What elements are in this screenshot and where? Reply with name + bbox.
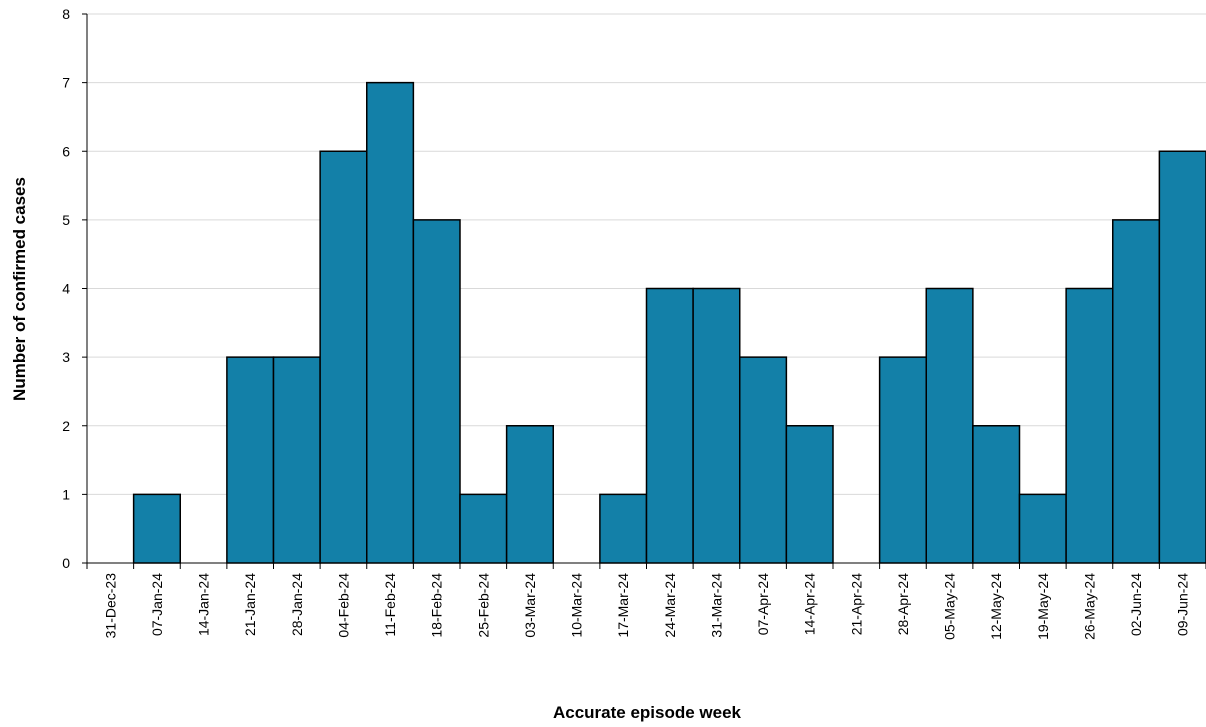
x-tick-label: 24-Mar-24 [662,573,678,638]
x-tick-label: 21-Jan-24 [242,573,258,636]
x-tick-label: 02-Jun-24 [1128,573,1144,636]
x-tick-label: 19-May-24 [1035,573,1051,640]
x-tick-label: 09-Jun-24 [1175,573,1191,636]
x-tick-label: 07-Jan-24 [149,573,165,636]
x-tick-label: 28-Apr-24 [895,573,911,635]
x-tick-label: 18-Feb-24 [429,573,445,638]
x-tick-label: 14-Jan-24 [196,573,212,636]
x-tick-label: 05-May-24 [942,573,958,640]
x-tick-label: 11-Feb-24 [382,573,398,637]
y-tick-label: 7 [62,75,70,91]
bar [925,287,974,564]
bar [366,81,415,564]
bar [645,287,694,564]
x-tick-label: 21-Apr-24 [848,573,864,635]
bar [972,425,1021,564]
x-tick-label: 03-Mar-24 [522,573,538,638]
y-tick-label: 3 [62,349,70,365]
bar [785,425,834,564]
y-tick-label: 6 [62,143,70,159]
bar [505,425,554,564]
y-tick-label: 4 [62,281,70,297]
bar [1158,150,1206,564]
x-tick-label: 14-Apr-24 [802,573,818,635]
bar [1018,493,1067,564]
bar [692,287,741,564]
x-tick-label: 07-Apr-24 [755,573,771,635]
x-tick-label: 10-Mar-24 [569,573,585,638]
y-tick-label: 0 [62,555,70,571]
bars [132,81,1206,564]
x-axis-title: Accurate episode week [553,703,742,722]
y-tick-label: 8 [62,6,70,22]
x-tick-label: 28-Jan-24 [289,573,305,636]
y-tick-label: 1 [62,486,70,502]
bar [132,493,181,564]
bar [1065,287,1114,564]
x-tick-label: 31-Mar-24 [708,573,724,638]
bar [878,356,927,564]
y-tick-label: 2 [62,418,70,434]
bar [459,493,508,564]
x-tick-labels: 31-Dec-23 07-Jan-24 14-Jan-24 21-Jan-24 28-J… [102,573,1190,640]
x-tick-label: 17-Mar-24 [615,573,631,638]
bar [1112,219,1161,564]
bar [226,356,275,564]
x-tick-label: 26-May-24 [1081,573,1097,640]
x-tick-label: 04-Feb-24 [335,573,351,638]
y-tick-labels: 0 1 2 3 4 5 6 7 8 [62,6,70,571]
x-tick-label: 31-Dec-23 [102,573,118,639]
bar [739,356,788,564]
axes [82,13,1206,569]
bar [412,219,461,564]
bar [599,493,648,564]
x-tick-label: 12-May-24 [988,573,1004,640]
y-axis-title: Number of confirmed cases [10,177,29,401]
x-tick-label: 25-Feb-24 [475,573,491,638]
y-tick-label: 5 [62,212,70,228]
bar [272,356,321,564]
bar [319,150,368,564]
